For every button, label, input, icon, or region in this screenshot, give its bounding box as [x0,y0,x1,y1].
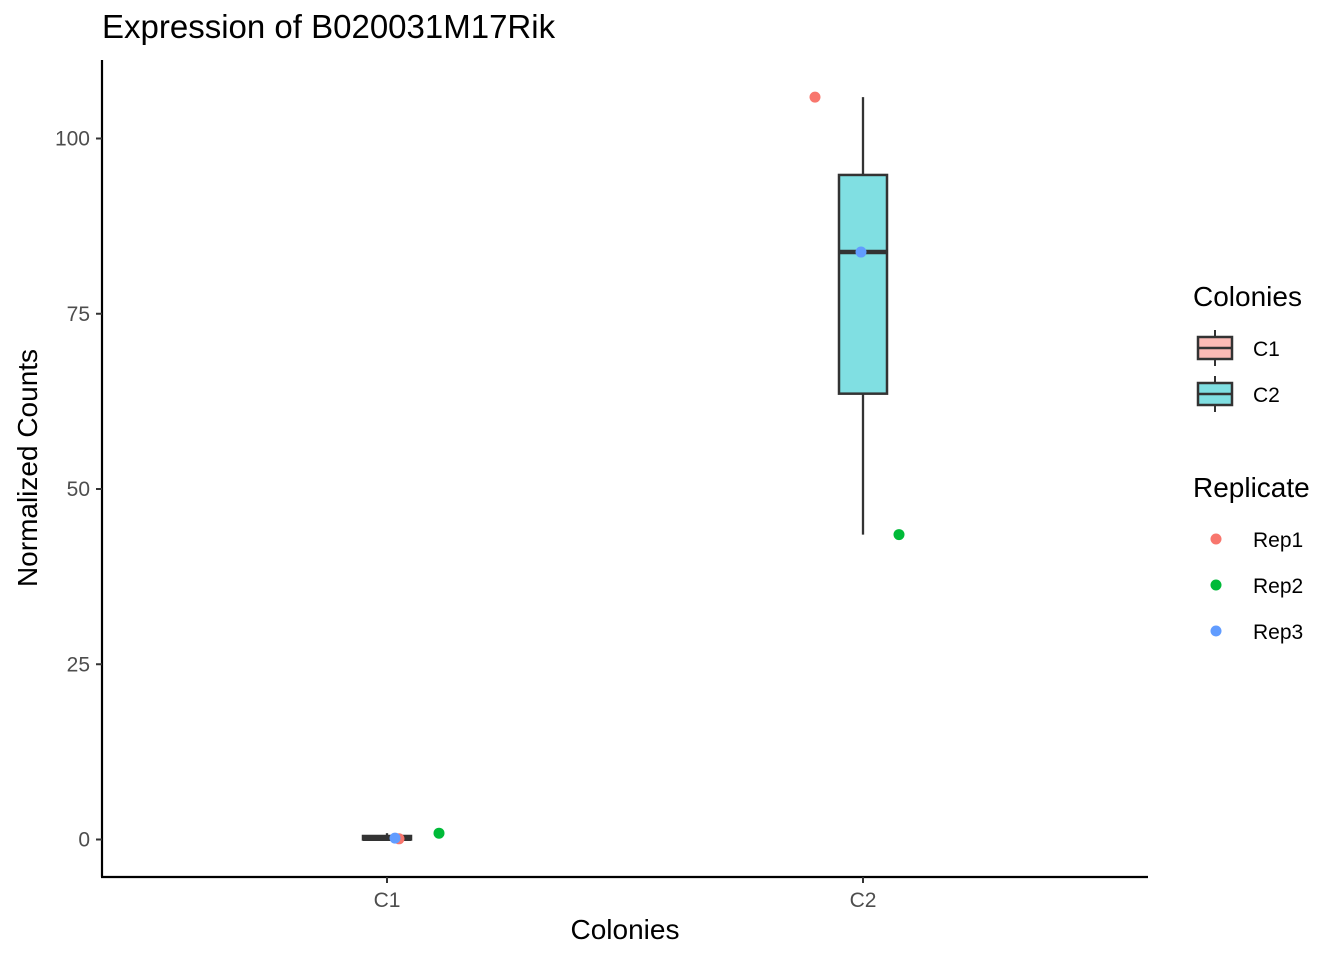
legend-label: C1 [1253,338,1280,361]
y-axis-ticks: 0 25 50 75 100 [55,128,102,852]
y-tick-label: 75 [67,303,90,326]
legend-label: Rep1 [1253,529,1303,552]
legend-title: Replicate [1193,472,1310,503]
x-tick-label: C1 [374,889,401,912]
x-tick-label: C2 [850,889,877,912]
point-C1-rep2 [433,827,445,839]
y-tick-label: 25 [67,653,90,676]
y-tick-label: 50 [67,478,90,501]
y-axis-title: Normalized Counts [12,349,43,587]
y-tick-label: 0 [78,829,90,852]
legend: Colonies C1 C2 Replicate Rep1 Rep2 Rep3 [1193,281,1310,644]
x-axis-ticks: C1 C2 [374,877,877,912]
legend-label: C2 [1253,384,1280,407]
box-C2 [837,97,889,535]
legend-title: Colonies [1193,281,1302,312]
chart-title: Expression of B020031M17Rik [102,8,556,45]
point-C1-rep3 [389,832,401,844]
legend-colonies: Colonies C1 C2 [1193,281,1302,412]
y-tick-label: 100 [55,128,90,151]
point-C2-rep2 [893,529,905,541]
plot-area [361,91,905,845]
legend-label: Rep3 [1253,621,1303,644]
legend-replicate: Replicate Rep1 Rep2 Rep3 [1193,472,1310,644]
x-axis-title: Colonies [571,914,680,945]
box-body [837,173,889,395]
legend-key-point [1210,533,1222,545]
legend-key-point [1210,625,1222,637]
legend-label: Rep2 [1253,575,1303,598]
point-C2-rep3 [855,246,867,258]
point-C2-rep1 [809,91,821,103]
legend-key-point [1210,579,1222,591]
